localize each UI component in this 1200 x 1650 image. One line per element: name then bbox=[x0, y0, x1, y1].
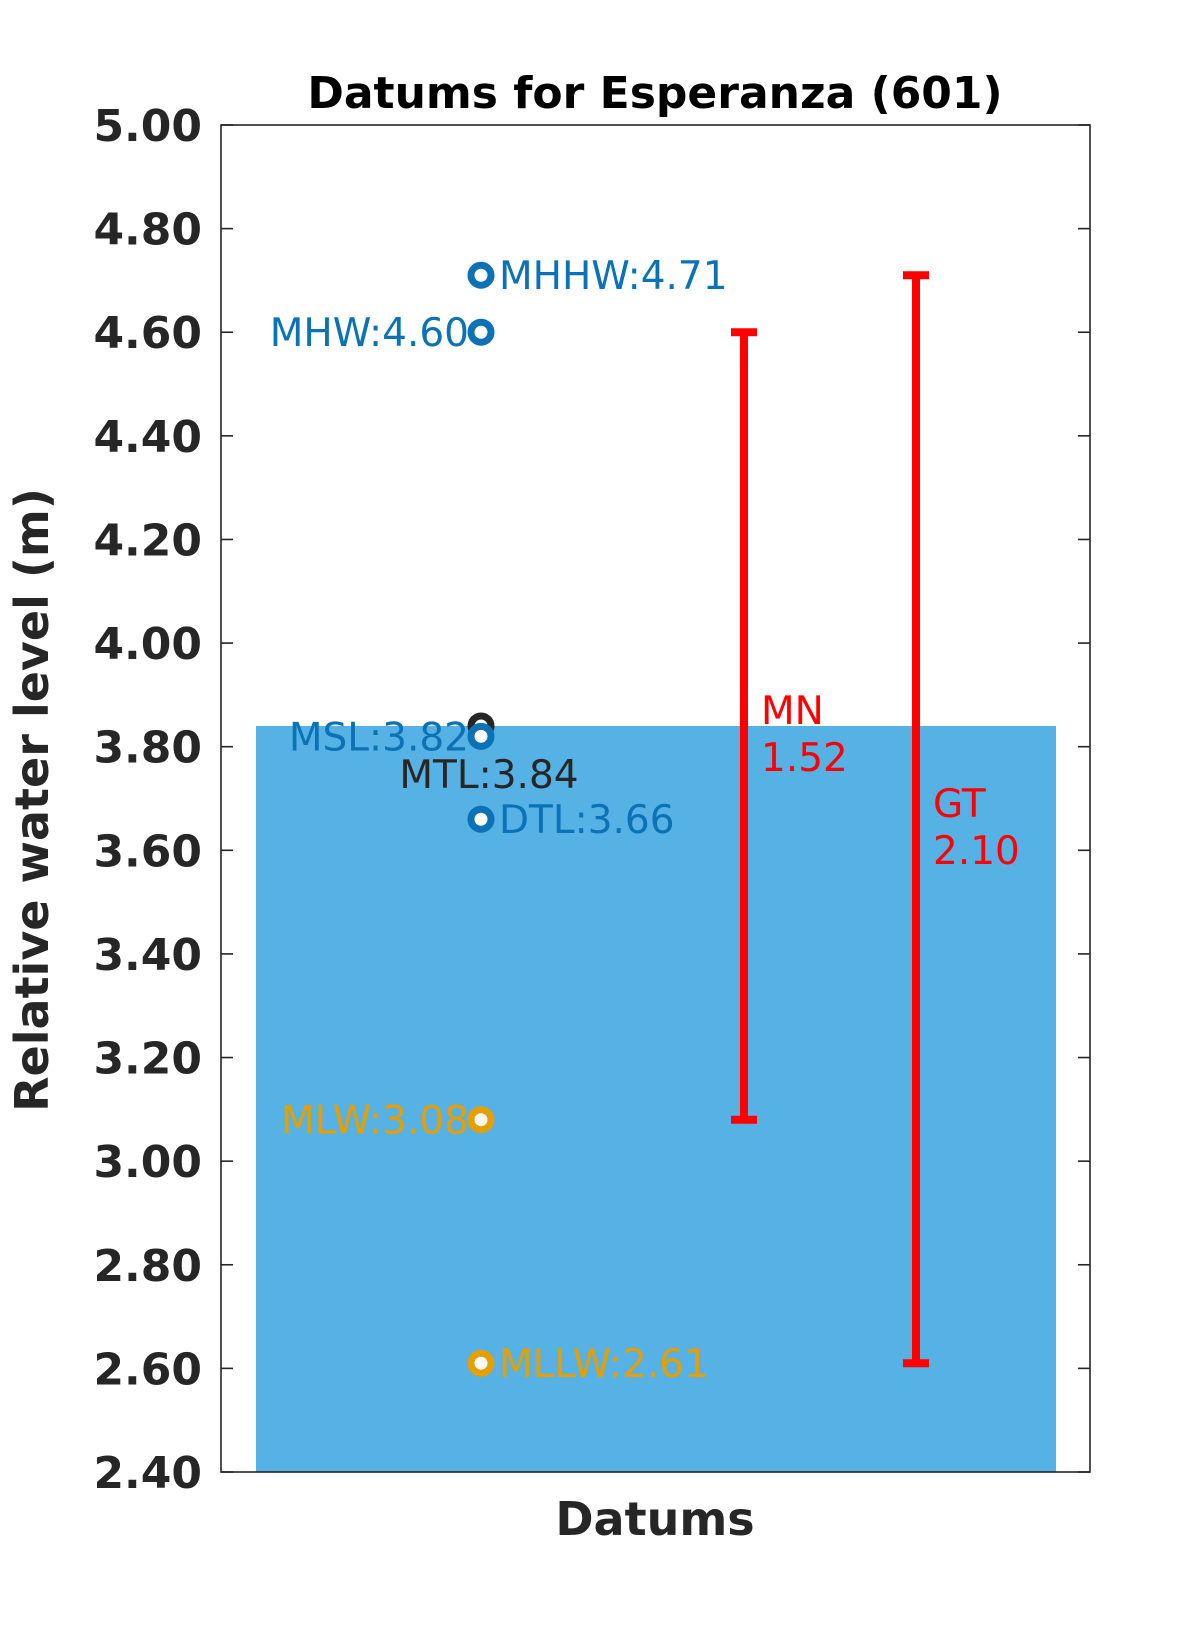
gt-range-value: 2.10 bbox=[933, 829, 1020, 874]
y-tick-label-10: 4.40 bbox=[93, 412, 202, 463]
water-level-fill bbox=[256, 725, 1056, 1472]
y-tick-label-7: 3.80 bbox=[93, 723, 202, 774]
y-tick-label-9: 4.20 bbox=[93, 515, 202, 566]
mhhw-point bbox=[467, 261, 495, 289]
axes-frame bbox=[220, 124, 1091, 1473]
y-tick-label-1: 2.60 bbox=[93, 1344, 202, 1395]
y-axis-label: Relative water level (m) bbox=[5, 488, 59, 1112]
y-tick-label-5: 3.40 bbox=[93, 930, 202, 981]
mn-range-value: 1.52 bbox=[761, 736, 848, 781]
mllw-label: MLLW:2.61 bbox=[499, 1342, 709, 1387]
msl-label: MSL:3.82 bbox=[289, 715, 469, 760]
y-tick-label-0: 2.40 bbox=[93, 1448, 202, 1499]
mhw-point bbox=[467, 318, 495, 346]
msl-point bbox=[467, 722, 495, 750]
y-tick-label-8: 4.00 bbox=[93, 619, 202, 670]
mn-range-name: MN bbox=[761, 689, 824, 734]
y-tick-label-4: 3.20 bbox=[93, 1034, 202, 1085]
y-tick-label-2: 2.80 bbox=[93, 1241, 202, 1292]
mhhw-label: MHHW:4.71 bbox=[499, 254, 728, 299]
mhw-label: MHW:4.60 bbox=[270, 311, 469, 356]
dtl-point bbox=[467, 805, 495, 833]
y-tick-label-6: 3.60 bbox=[93, 826, 202, 877]
plot-area: 2.40 2.60 2.80 3.00 3.20 3.40 3.60 3.80 4.00 4.20… bbox=[93, 101, 1091, 1499]
y-tick-label-13: 5.00 bbox=[93, 101, 202, 152]
x-axis-label: Datums bbox=[555, 1492, 754, 1546]
y-tick-label-12: 4.80 bbox=[93, 205, 202, 256]
gt-range-name: GT bbox=[933, 782, 986, 827]
mllw-point bbox=[467, 1349, 495, 1377]
y-tick-label-11: 4.60 bbox=[93, 308, 202, 359]
mlw-label: MLW:3.08 bbox=[281, 1099, 469, 1144]
dtl-label: DTL:3.66 bbox=[499, 798, 675, 843]
mtl-label: MTL:3.84 bbox=[399, 753, 578, 798]
y-tick-label-3: 3.00 bbox=[93, 1137, 202, 1188]
mlw-point bbox=[467, 1106, 495, 1134]
chart-title: Datums for Esperanza (601) bbox=[307, 68, 1002, 119]
